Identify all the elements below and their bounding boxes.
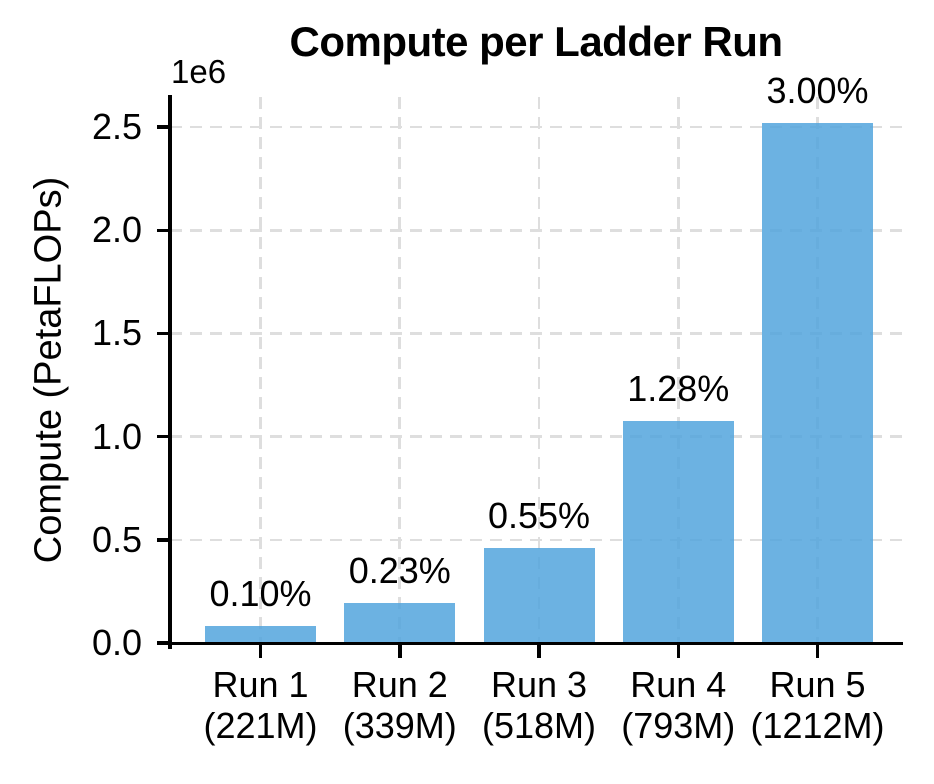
v-gridline <box>676 97 680 643</box>
y-axis-spine <box>168 95 172 649</box>
h-gridline <box>170 125 902 129</box>
bar <box>622 421 734 643</box>
y-tick-mark <box>156 228 170 233</box>
y-tick-label: 1.0 <box>91 415 142 457</box>
v-gridline <box>398 97 402 643</box>
h-gridline <box>170 538 902 542</box>
x-tick-mark <box>258 645 263 658</box>
x-tick-label-params: (339M) <box>342 705 457 746</box>
y-tick-label: 0.0 <box>91 622 142 663</box>
x-tick-label-params: (221M) <box>203 705 318 746</box>
bar-value-label: 0.55% <box>487 494 591 536</box>
y-tick-mark <box>156 538 170 542</box>
y-tick-label: 1.5 <box>91 312 142 354</box>
h-gridline <box>170 435 902 438</box>
y-tick-mark <box>156 331 170 336</box>
x-tick-label-run: Run 4 <box>630 664 727 705</box>
x-axis-spine <box>168 641 903 645</box>
bar <box>344 603 456 643</box>
x-tick-label: Run 4 (793M) <box>583 664 773 746</box>
v-gridline <box>259 97 262 643</box>
y-axis-label: Compute (PetaFLOPs) <box>27 176 70 564</box>
bar-value-label: 0.10% <box>209 572 312 614</box>
chart-title: Compute per Ladder Run <box>289 18 783 65</box>
y-tick-label: 2.5 <box>91 106 142 148</box>
x-tick-label-params: (1212M) <box>750 705 885 746</box>
x-tick-label-run: Run 5 <box>769 664 866 705</box>
x-tick-mark <box>815 645 820 658</box>
x-tick-mark <box>398 645 402 658</box>
x-tick-label: Run 5 (1212M) <box>723 664 913 746</box>
bar <box>762 123 873 643</box>
x-tick-mark <box>537 645 541 658</box>
bar-value-label: 3.00% <box>766 70 869 111</box>
v-gridline <box>537 97 541 643</box>
x-tick-label-params: (793M) <box>621 705 736 746</box>
x-tick-label-params: (518M) <box>481 705 597 746</box>
bar-value-label: 1.28% <box>627 368 730 410</box>
x-tick-mark <box>676 645 680 658</box>
y-tick-label: 0.5 <box>91 518 142 560</box>
y-tick-mark <box>156 641 170 645</box>
x-tick-label-run: Run 3 <box>490 664 588 705</box>
y-tick-mark <box>156 434 170 439</box>
x-tick-label: Run 1 (221M) <box>166 664 356 746</box>
x-tick-label-run: Run 1 <box>212 664 309 705</box>
bar <box>483 547 595 643</box>
h-gridline <box>170 229 902 232</box>
y-axis-offset-label: 1e6 <box>171 53 227 90</box>
x-tick-label: Run 2 (339M) <box>305 664 495 746</box>
x-tick-label-run: Run 2 <box>351 664 448 705</box>
bar <box>205 625 316 643</box>
bar-value-label: 0.23% <box>348 550 451 592</box>
y-tick-mark <box>156 125 170 129</box>
y-tick-label: 2.0 <box>91 209 142 251</box>
h-gridline <box>170 332 902 335</box>
x-tick-label: Run 3 (518M) <box>444 664 634 746</box>
